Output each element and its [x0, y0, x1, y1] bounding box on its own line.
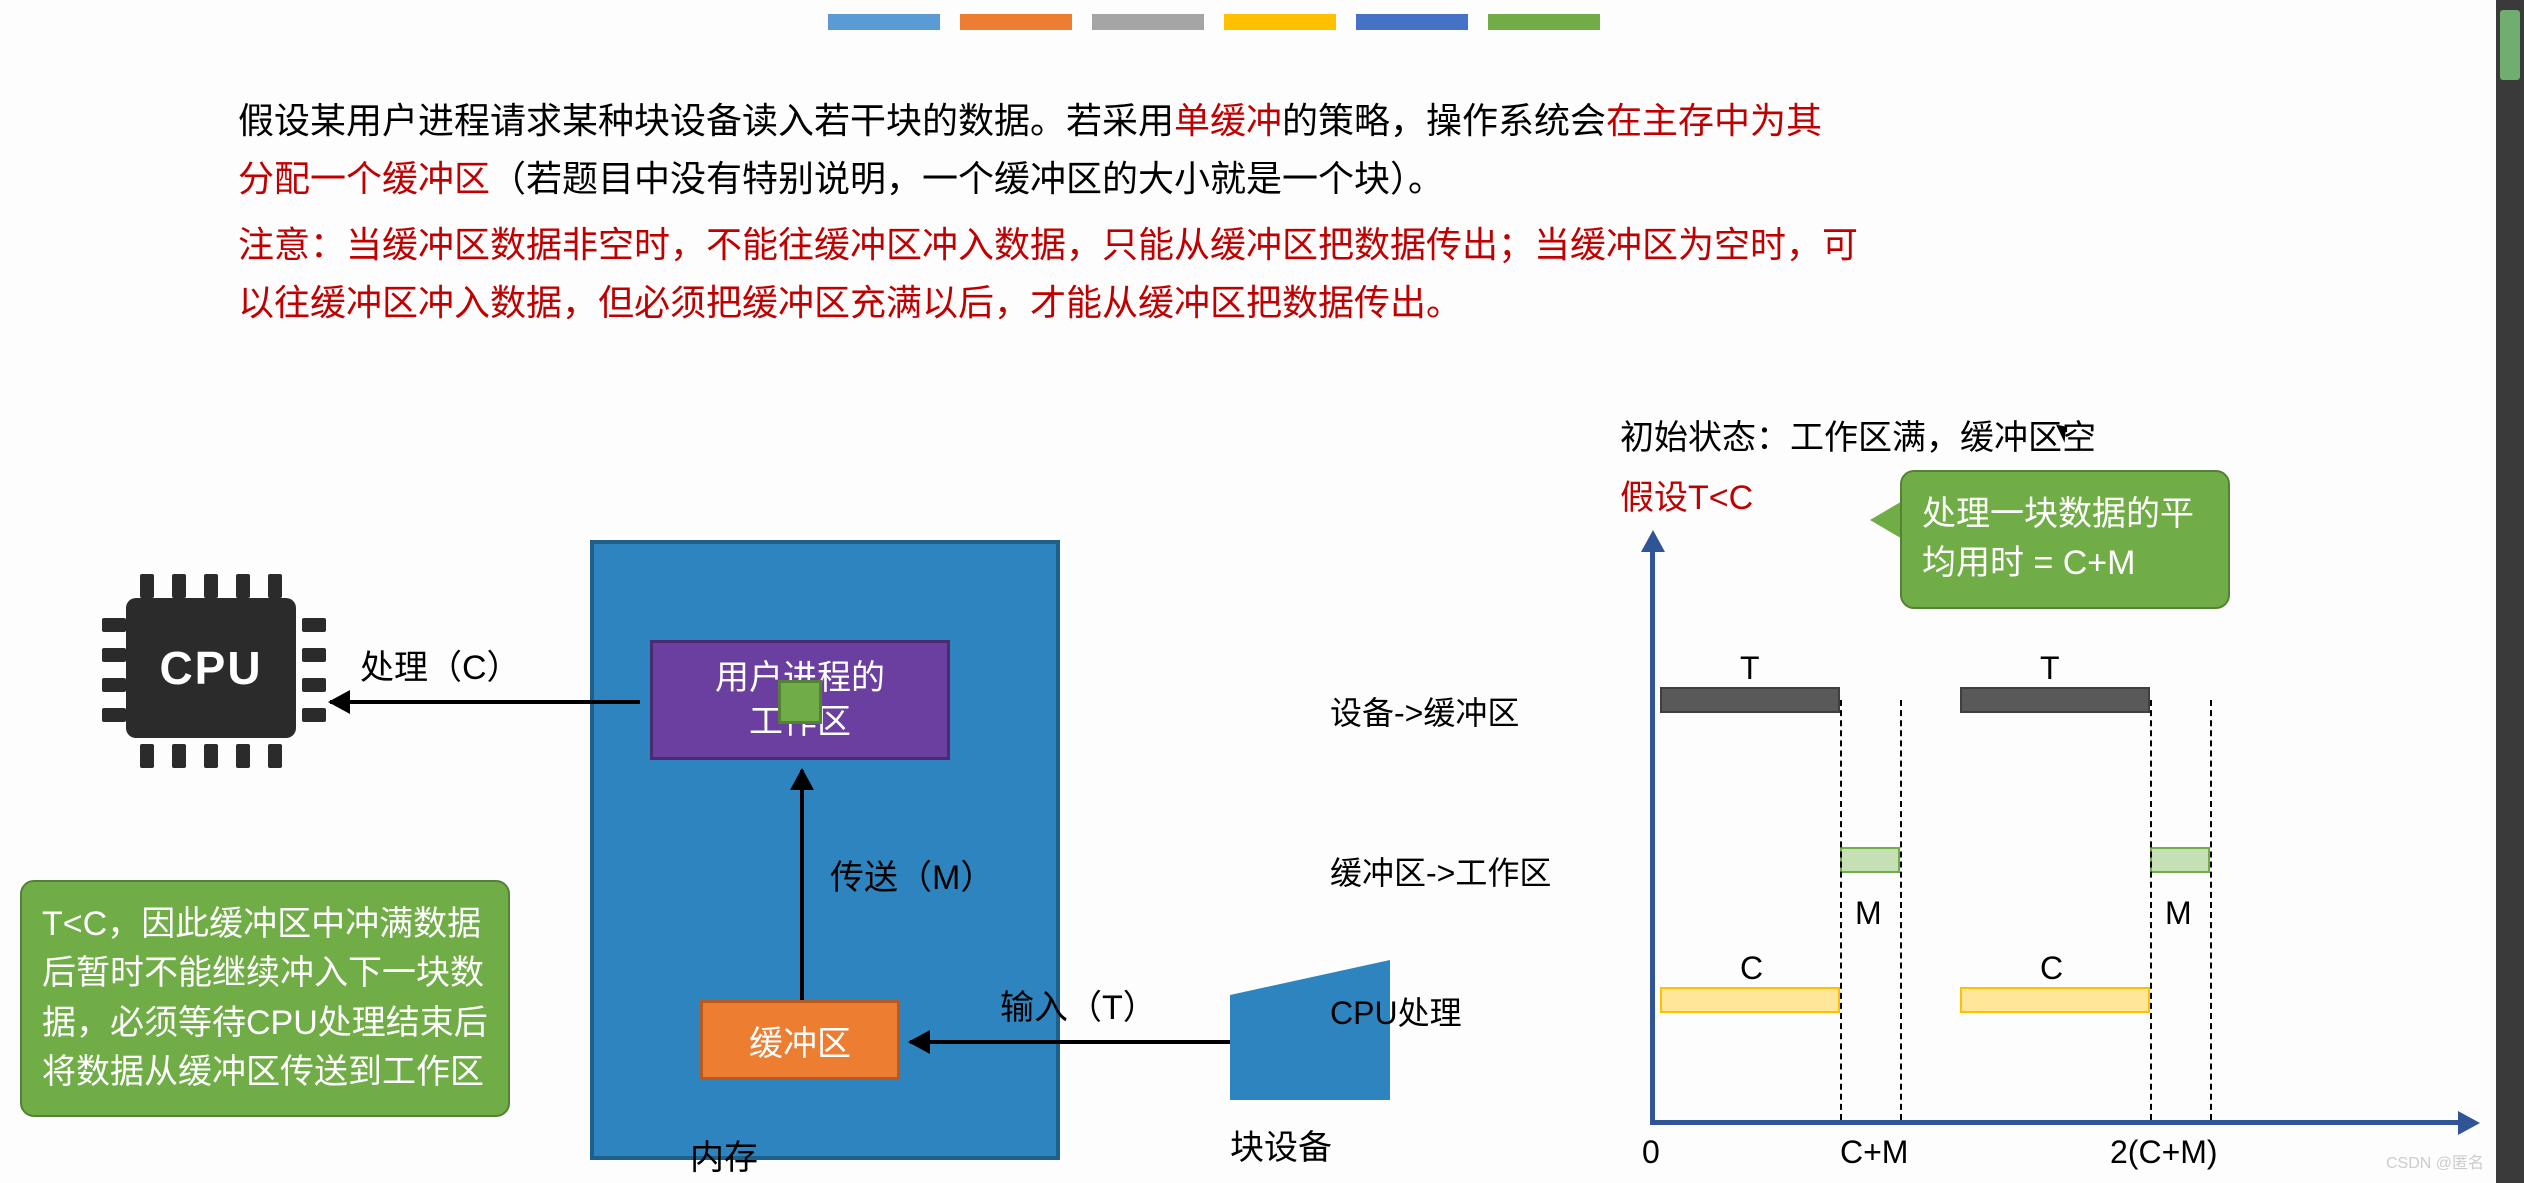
timeline-title-1: 初始状态：工作区满，缓冲区空: [1620, 410, 2096, 459]
timeline-title-2: 假设T<C: [1620, 470, 1753, 519]
device-label: 块设备: [1230, 1120, 1332, 1169]
timeline-bar: [1660, 687, 1840, 713]
cpu-chip: CPU: [96, 568, 326, 768]
timeline-bar-label: C: [1740, 950, 1763, 987]
timeline-xtick: C+M: [1840, 1134, 1908, 1171]
arrow-label: 处理（C）: [360, 640, 521, 689]
arrow-label: 传送（M）: [830, 850, 994, 899]
timeline-bar-label: T: [2040, 650, 2060, 687]
timeline-bar-label: C: [2040, 950, 2063, 987]
timeline-dash: [2150, 700, 2152, 1120]
timeline-row-label: 设备->缓冲区: [1330, 688, 1519, 734]
callout-left: T<C，因此缓冲区中冲满数据后暂时不能继续冲入下一块数据，必须等待CPU处理结束…: [20, 880, 510, 1117]
legend-swatch: [1488, 14, 1600, 30]
timeline-bar-label: M: [2165, 895, 2192, 932]
timeline-dash: [2210, 700, 2212, 1120]
watermark: CSDN @匿名: [2386, 1149, 2484, 1173]
paragraph-2: 注意：当缓冲区数据非空时，不能往缓冲区冲入数据，只能从缓冲区把数据传出；当缓冲区…: [238, 216, 1858, 331]
timeline-bar: [1840, 847, 1900, 873]
paragraph-1: 假设某用户进程请求某种块设备读入若干块的数据。若采用单缓冲的策略，操作系统会在主…: [238, 92, 1838, 207]
buffer-block: 缓冲区: [700, 1000, 900, 1080]
legend-swatch: [1356, 14, 1468, 30]
legend-swatch: [1224, 14, 1336, 30]
timeline-xtick: 0: [1642, 1134, 1660, 1171]
timeline-dash: [1900, 700, 1902, 1120]
timeline-bar: [1960, 987, 2150, 1013]
timeline-dash: [1840, 700, 1842, 1120]
arrow-label: 输入（T）: [1000, 980, 1157, 1029]
legend-swatch: [828, 14, 940, 30]
legend-swatch: [1092, 14, 1204, 30]
timeline-bar-label: M: [1855, 895, 1882, 932]
timeline-bar: [1660, 987, 1840, 1013]
scrollbar-thumb[interactable]: [2500, 10, 2520, 80]
memory-label: 内存: [690, 1130, 758, 1179]
timeline-row-label: CPU处理: [1330, 988, 1462, 1034]
vertical-scrollbar[interactable]: [2496, 0, 2524, 1183]
legend-swatch: [960, 14, 1072, 30]
timeline-bar: [1960, 687, 2150, 713]
timeline-xtick: 2(C+M): [2110, 1134, 2218, 1171]
green-square-icon: [778, 680, 822, 724]
buffer-label: 缓冲区: [749, 1016, 851, 1065]
timeline-row-label: 缓冲区->工作区: [1330, 848, 1551, 894]
timeline-bar: [2150, 847, 2210, 873]
timeline-bar-label: T: [1740, 650, 1760, 687]
cpu-label: CPU: [126, 598, 296, 738]
